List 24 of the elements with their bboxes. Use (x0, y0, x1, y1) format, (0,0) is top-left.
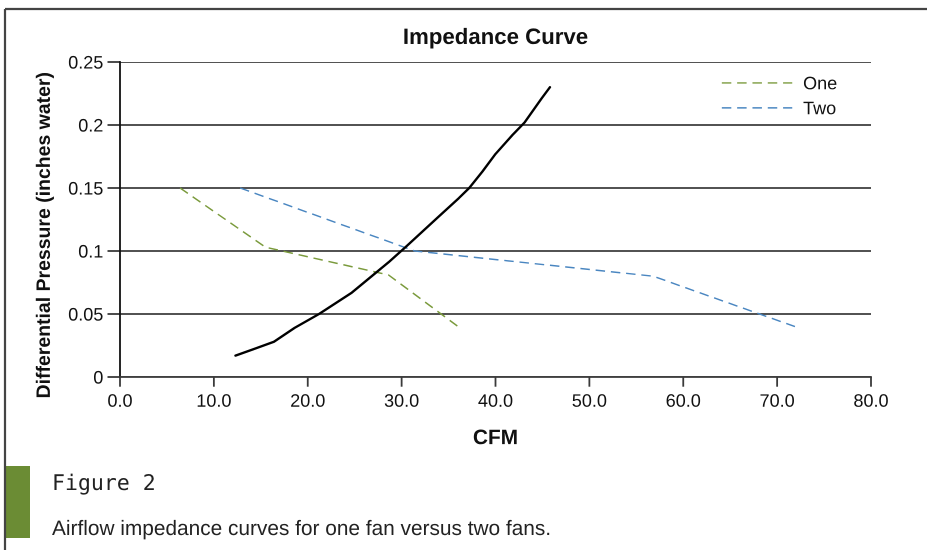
x-axis-title: CFM (474, 430, 517, 444)
line-series (239, 187, 796, 328)
y-tick-label: 0.1 (78, 244, 102, 258)
y-tick-label: 0.25 (68, 56, 103, 69)
x-tick-label: 60.0 (666, 394, 700, 407)
chart-title: Impedance Curve (404, 28, 588, 49)
y-tick-label: 0.2 (78, 118, 102, 132)
y-tick-label: 0 (94, 370, 103, 384)
y-tick-label: 0.15 (68, 182, 103, 195)
text: Airflow impedance curves for one fan versus two fans. (52, 520, 550, 540)
y-tick-label: 0.05 (68, 308, 103, 321)
x-tick-label: 20.0 (291, 394, 325, 407)
legend-label: One (804, 76, 836, 90)
x-tick-label: 30.0 (384, 394, 418, 407)
y-axis-title: Differential Pressure (inches water) (36, 73, 54, 398)
legend-label: Two (803, 102, 836, 114)
x-tick-label: 50.0 (572, 394, 606, 407)
x-tick-label: 80.0 (854, 394, 888, 407)
x-tick-label: 0.0 (108, 394, 132, 407)
x-tick-label: 70.0 (760, 394, 794, 407)
caption: Figure 2 (54, 474, 154, 495)
x-tick-label: 40.0 (478, 394, 512, 407)
x-tick-label: 10.0 (198, 394, 231, 407)
line-series (234, 86, 552, 357)
